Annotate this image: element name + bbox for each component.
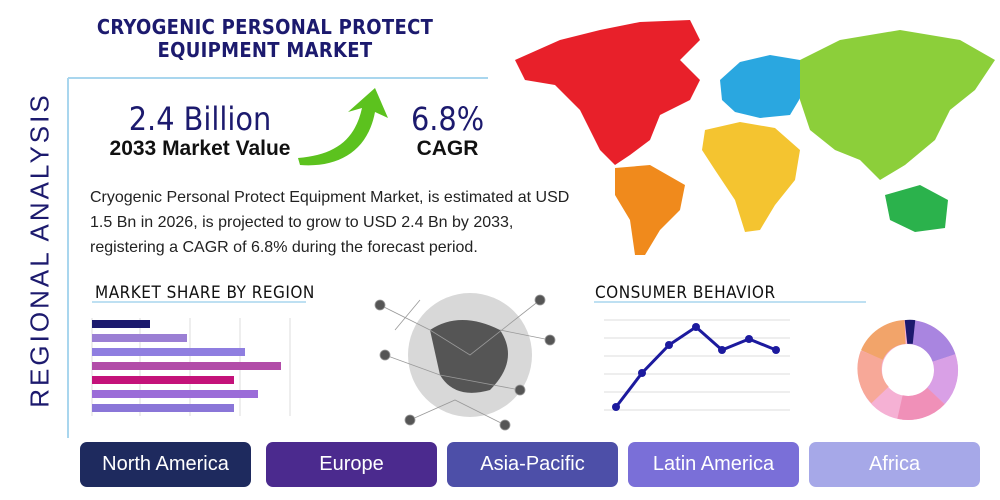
map-south-america [615,165,685,255]
map-europe [720,55,805,118]
map-australia [885,185,948,232]
globe-graphic [374,293,556,431]
region-button[interactable]: North America [80,442,251,487]
section-title: CONSUMER BEHAVIOR [595,283,776,303]
region-button[interactable]: Africa [809,442,980,487]
map-africa [702,122,800,232]
side-label: REGIONAL ANALYSIS [24,92,55,408]
region-button[interactable]: Asia-Pacific [447,442,618,487]
bar-graphic [91,318,291,416]
section-title: MARKET SHARE BY REGION [95,283,315,303]
donut-graphic [857,319,958,420]
region-button[interactable]: Europe [266,442,437,487]
title: CRYOGENIC PERSONAL PROTECT EQUIPMENT MAR… [96,15,434,62]
cagr-value: 6.8% [410,100,485,138]
market-value-label: 2033 Market Value [109,137,291,160]
cagr-label: CAGR [416,137,479,160]
description: Cryogenic Personal Protect Equipment Mar… [90,189,570,256]
growth-arrow [298,88,388,166]
map-asia [800,30,995,180]
market-value: 2.4 Billion [128,100,272,138]
map-north-america [515,20,700,165]
line-graphic [604,319,790,411]
region-button[interactable]: Latin America [628,442,799,487]
